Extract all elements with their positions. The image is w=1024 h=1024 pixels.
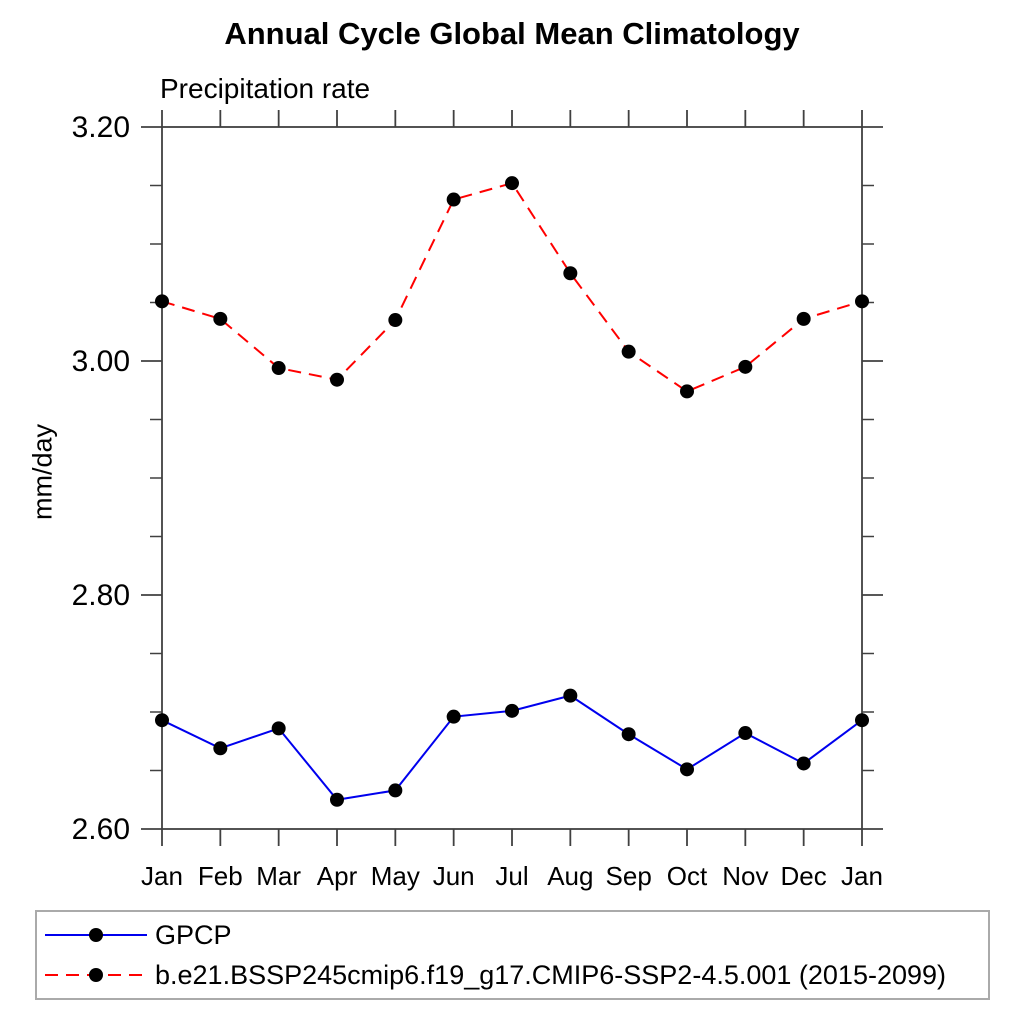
data-point-marker	[621, 727, 636, 742]
x-tick-label: Dec	[781, 861, 827, 891]
legend-item-gpcp: GPCP	[41, 920, 988, 950]
data-point-marker	[563, 688, 578, 703]
x-tick-label: May	[371, 861, 420, 891]
y-tick-label: 3.20	[72, 111, 130, 144]
x-tick-label: Jul	[495, 861, 528, 891]
series-line-1	[161, 181, 863, 393]
data-point-marker	[388, 783, 403, 798]
y-tick-label: 2.60	[72, 813, 130, 846]
data-point-marker	[738, 726, 753, 741]
y-tick-label: 3.00	[72, 345, 130, 378]
x-tick-label: Aug	[547, 861, 593, 891]
data-point-marker	[155, 294, 169, 309]
x-tick-label: Jan	[841, 861, 883, 891]
data-point-marker	[796, 311, 811, 326]
legend-label-model: b.e21.BSSP245cmip6.f19_g17.CMIP6-SSP2-4.…	[155, 959, 947, 990]
legend-swatch-gpcp	[45, 928, 147, 942]
x-tick-label: Nov	[722, 861, 768, 891]
data-point-marker	[680, 762, 694, 777]
legend-box: GPCP b.e21.BSSP245cmip6.f19_g17.CMIP6-SS…	[35, 910, 990, 1000]
data-point-marker	[213, 311, 228, 326]
chart-frame	[161, 126, 863, 830]
data-point-marker	[446, 709, 461, 724]
data-point-marker	[446, 192, 461, 207]
x-tick-label: Sep	[606, 861, 652, 891]
x-tick-label: Feb	[198, 861, 243, 891]
x-tick-label: Oct	[667, 861, 708, 891]
data-point-marker	[563, 266, 578, 281]
legend-label-gpcp: GPCP	[155, 919, 232, 950]
data-point-marker	[738, 359, 753, 374]
data-point-marker	[155, 713, 169, 728]
data-point-marker	[330, 792, 344, 807]
x-tick-label: Apr	[317, 861, 358, 891]
legend-marker-0	[89, 928, 103, 942]
data-point-marker	[271, 361, 286, 376]
data-point-marker	[388, 313, 403, 328]
x-tick-label: Jun	[433, 861, 475, 891]
chart-title: Annual Cycle Global Mean Climatology	[224, 16, 800, 51]
y-tick-label: 2.80	[72, 579, 130, 612]
data-point-marker	[505, 703, 519, 718]
data-point-marker	[855, 294, 869, 309]
data-point-marker	[330, 372, 344, 387]
legend-swatch-model	[45, 968, 147, 982]
data-point-marker	[855, 713, 869, 728]
chart-subtitle: Precipitation rate	[160, 73, 371, 104]
data-point-marker	[505, 176, 519, 191]
data-point-marker	[271, 721, 286, 736]
data-point-marker	[213, 741, 228, 756]
legend-marker-1	[89, 968, 103, 982]
data-point-marker	[621, 344, 636, 359]
data-point-marker	[680, 384, 694, 399]
data-point-marker	[796, 756, 811, 771]
x-tick-label: Mar	[256, 861, 301, 891]
legend-item-model: b.e21.BSSP245cmip6.f19_g17.CMIP6-SSP2-4.…	[41, 960, 988, 990]
x-tick-label: Jan	[141, 861, 183, 891]
